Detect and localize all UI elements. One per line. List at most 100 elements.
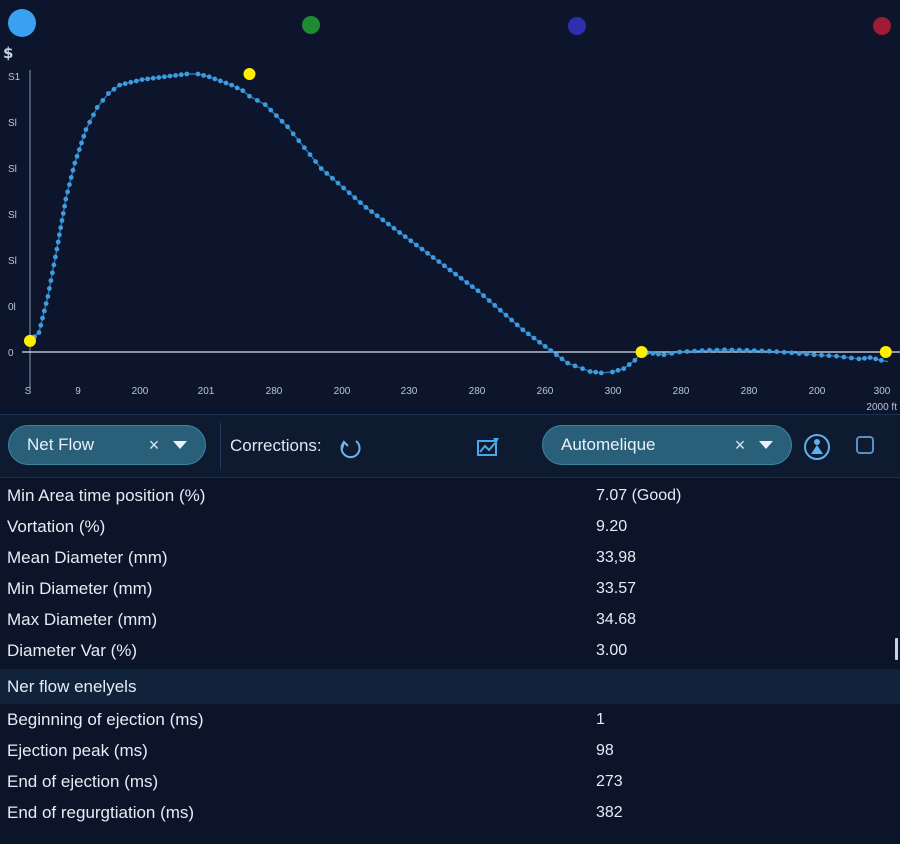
checkbox-square-icon[interactable] — [856, 436, 874, 454]
chart-tool-icon[interactable] — [476, 435, 502, 459]
data-point — [531, 335, 537, 341]
data-point — [537, 339, 542, 345]
scrollbar-thumb[interactable] — [895, 638, 898, 660]
x-tick-label: 9 — [75, 386, 81, 397]
chevron-down-icon[interactable] — [759, 441, 773, 449]
data-point — [391, 225, 397, 231]
data-point — [128, 79, 134, 85]
row-label: Mean Diameter (mm) — [7, 548, 168, 567]
data-point — [335, 180, 341, 186]
mode-select[interactable]: Automelique × — [542, 425, 792, 465]
data-point — [498, 307, 503, 313]
data-point — [873, 356, 879, 362]
data-point — [470, 284, 475, 290]
person-icon[interactable] — [803, 433, 831, 461]
data-point — [402, 234, 408, 240]
red-dot[interactable] — [873, 17, 891, 35]
data-point — [598, 370, 604, 376]
data-point — [313, 159, 318, 165]
data-point — [804, 351, 809, 357]
row-value: 3.00 — [596, 642, 628, 659]
data-point — [425, 250, 430, 256]
data-point — [41, 308, 47, 314]
data-point — [346, 190, 352, 196]
chevron-down-icon[interactable] — [173, 441, 187, 449]
data-point — [173, 73, 179, 78]
event-marker — [879, 346, 892, 358]
data-point — [47, 286, 52, 291]
x-tick-label: 200 — [809, 386, 826, 397]
data-point — [610, 369, 615, 375]
data-point — [542, 344, 548, 349]
data-point — [94, 105, 100, 110]
indigo-dot[interactable] — [568, 17, 586, 35]
correction-cycle-icon[interactable] — [338, 435, 362, 459]
table-row: Max Diameter (mm) 34.68 — [0, 604, 900, 635]
data-point — [106, 91, 111, 96]
data-point — [626, 362, 632, 367]
flow-type-select[interactable]: Net Flow × — [8, 425, 206, 465]
green-dot[interactable] — [302, 16, 320, 34]
data-point — [751, 348, 757, 353]
data-point — [862, 355, 867, 361]
data-point — [58, 225, 64, 231]
unit-label: $ — [3, 44, 14, 62]
data-point — [279, 118, 285, 124]
data-point — [414, 242, 419, 248]
data-point — [369, 209, 374, 215]
data-point — [615, 367, 621, 373]
row-value: 33,98 — [596, 549, 637, 566]
row-value: 34.68 — [596, 611, 637, 628]
toolbar: Net Flow × Corrections: Automelique × — [0, 414, 900, 478]
data-point — [268, 107, 274, 113]
data-point — [134, 78, 139, 84]
x-tick-label: 280 — [741, 386, 758, 397]
data-point — [302, 145, 307, 151]
event-marker — [24, 334, 36, 347]
data-point — [234, 85, 240, 91]
data-point — [201, 73, 207, 78]
row-value: 273 — [596, 773, 623, 790]
data-point — [218, 78, 223, 84]
table-row: Ejection peak (ms) 98 — [0, 735, 900, 766]
data-point — [481, 293, 486, 299]
y-tick-label: 0l — [8, 302, 16, 313]
data-point — [509, 317, 514, 323]
row-label: Beginning of ejection (ms) — [7, 710, 204, 729]
data-point — [290, 131, 296, 137]
data-point — [318, 166, 324, 171]
data-point — [55, 239, 61, 245]
blue-dot[interactable] — [8, 9, 36, 37]
row-label: End of ejection (ms) — [7, 772, 159, 791]
data-point — [878, 357, 884, 363]
data-point — [458, 275, 464, 281]
data-point — [255, 98, 260, 103]
row-value: 33.57 — [596, 580, 637, 597]
x-tick-label: 230 — [401, 386, 418, 397]
data-point — [729, 347, 735, 353]
x-axis-end-label: 2000 ft — [866, 402, 897, 413]
data-point — [352, 195, 358, 201]
data-point — [100, 98, 106, 103]
row-label: End of regurgtiation (ms) — [7, 803, 195, 822]
y-tick-label: S1 — [8, 72, 21, 83]
data-point — [419, 246, 425, 252]
data-point — [184, 71, 190, 77]
data-point — [684, 349, 690, 354]
data-point — [83, 127, 89, 132]
clear-mode-icon[interactable]: × — [734, 434, 746, 455]
data-point — [826, 353, 832, 359]
data-point — [386, 221, 391, 227]
data-point — [54, 246, 60, 252]
data-point — [79, 140, 84, 146]
table-row: Diameter Var (%) 3.00 — [0, 635, 900, 666]
data-point — [580, 366, 585, 372]
data-point — [572, 363, 578, 369]
data-point — [811, 352, 817, 358]
clear-flow-icon[interactable]: × — [148, 434, 160, 455]
flow-curve-chart[interactable]: S1 Sl Sl Sl Sl 0l 0 S 9 200 201 280 200 230 280 260 300 2… — [0, 0, 900, 414]
event-marker — [635, 346, 648, 358]
data-point — [117, 82, 122, 88]
row-value: 382 — [596, 804, 623, 821]
data-point — [87, 119, 93, 125]
